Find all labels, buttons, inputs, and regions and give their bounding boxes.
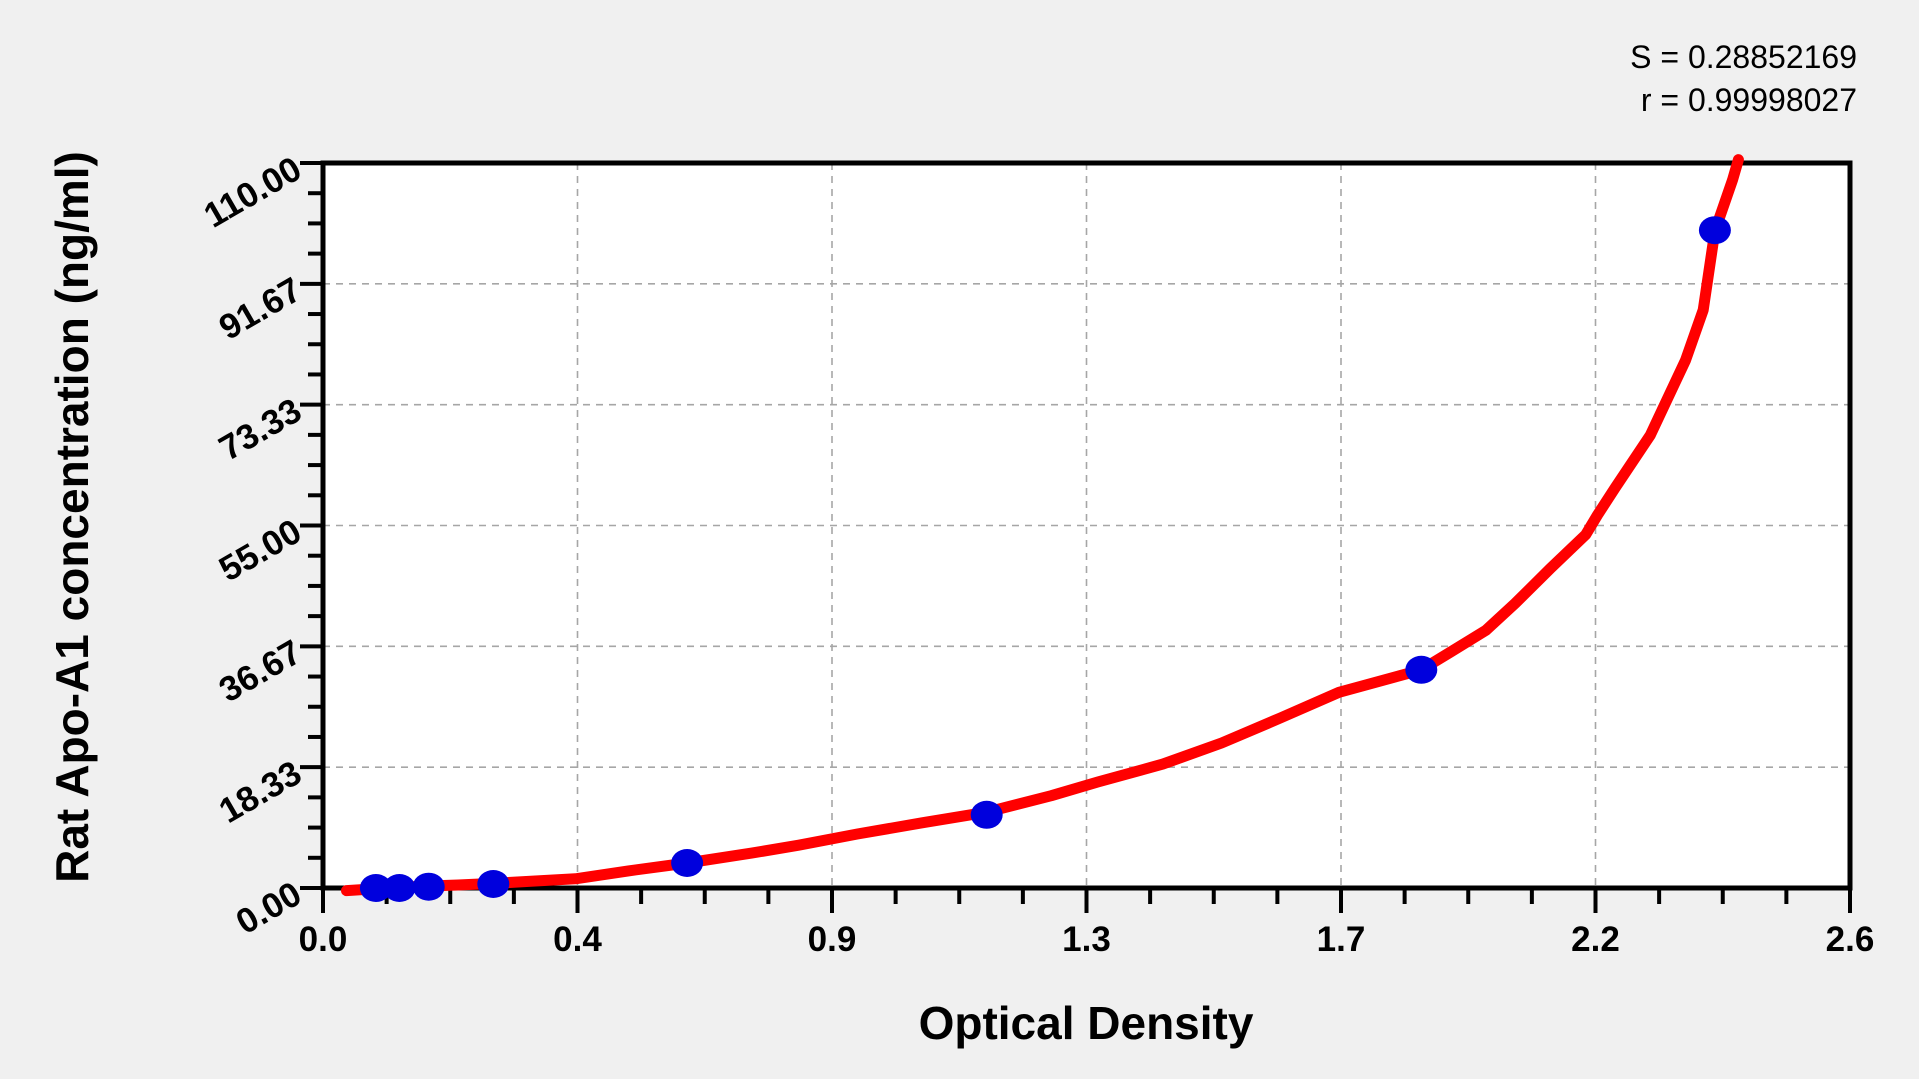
x-tick-label: 1.7: [1317, 920, 1366, 959]
x-tick-label: 2.6: [1826, 920, 1875, 959]
data-point: [1405, 655, 1438, 684]
fit-curve: [341, 154, 1744, 897]
data-point: [477, 870, 510, 898]
y-tick-label: 55.00: [213, 512, 308, 590]
x-tick-label: 2.2: [1571, 920, 1620, 959]
y-tick-label: 0.00: [230, 874, 308, 942]
data-point: [412, 872, 445, 901]
x-tick-label: 0.4: [553, 920, 602, 959]
data-point: [359, 874, 392, 902]
x-axis-title: Optical Density: [918, 997, 1254, 1049]
y-tick-label: 91.67: [213, 270, 308, 348]
data-point: [671, 849, 704, 877]
r-value: r = 0.99998027: [1640, 82, 1857, 118]
fit-statistics: S = 0.28852169 r = 0.99998027: [1630, 36, 1857, 122]
data-point: [970, 800, 1003, 829]
y-tick-label: 18.33: [213, 753, 308, 831]
plot-frame: [320, 160, 1853, 891]
s-value: S = 0.28852169: [1630, 39, 1857, 75]
y-tick-label: 73.33: [213, 391, 308, 469]
y-tick-label: 110.00: [197, 149, 308, 235]
x-tick-label: 0.0: [299, 920, 348, 959]
data-point: [383, 874, 416, 902]
y-tick-label: 36.67: [213, 632, 308, 710]
data-point: [1698, 216, 1731, 245]
x-tick-label: 0.9: [808, 920, 857, 959]
x-tick-label: 1.3: [1062, 920, 1111, 959]
